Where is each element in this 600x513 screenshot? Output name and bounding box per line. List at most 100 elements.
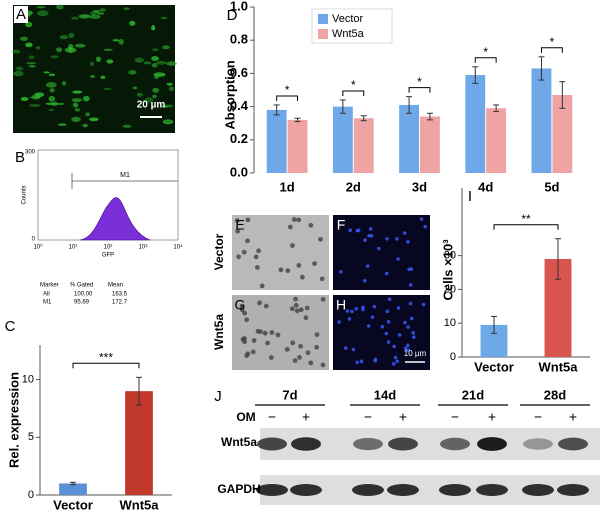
lane-sign: + bbox=[302, 409, 310, 425]
cell bbox=[45, 81, 57, 88]
significance-label: ** bbox=[521, 212, 531, 226]
cell bbox=[253, 254, 259, 260]
blot-band bbox=[256, 484, 288, 496]
cell bbox=[43, 71, 50, 74]
y-tick-label: 0.4 bbox=[230, 98, 249, 113]
cell bbox=[155, 60, 167, 65]
cell bbox=[406, 325, 410, 329]
y-axis-label: Cells ×10³ bbox=[440, 239, 455, 301]
cell bbox=[112, 39, 120, 42]
cell bbox=[71, 98, 82, 103]
cell bbox=[242, 310, 248, 316]
cell bbox=[239, 304, 245, 310]
x-tick-label: 1d bbox=[280, 179, 295, 194]
cell bbox=[423, 224, 428, 229]
cell bbox=[57, 123, 67, 126]
cell bbox=[152, 94, 157, 99]
panel-label: C bbox=[5, 318, 16, 335]
cell bbox=[366, 324, 371, 328]
y-tick-label: 0 bbox=[32, 237, 36, 243]
cell bbox=[278, 267, 284, 273]
cell bbox=[36, 5, 46, 9]
panel-label: D bbox=[227, 7, 238, 24]
blot-band bbox=[352, 484, 384, 496]
protein-label: Wnt5a bbox=[221, 435, 257, 449]
cell bbox=[312, 261, 317, 267]
significance-label: * bbox=[285, 83, 290, 97]
cell bbox=[421, 302, 426, 307]
cell bbox=[254, 265, 260, 270]
y-tick-label: 10 bbox=[22, 374, 34, 386]
cell bbox=[314, 332, 320, 337]
scale-bar-label: 10 µm bbox=[404, 349, 427, 358]
cell bbox=[359, 359, 364, 364]
y-axis-label: Counts bbox=[22, 185, 28, 204]
x-tick-label: 10⁴ bbox=[173, 244, 183, 251]
cell bbox=[293, 302, 299, 308]
cell bbox=[72, 102, 79, 108]
cell bbox=[406, 240, 410, 244]
cell bbox=[308, 222, 314, 228]
cell bbox=[89, 61, 94, 67]
cell bbox=[292, 358, 298, 363]
legend-swatch bbox=[318, 29, 328, 39]
micrograph bbox=[232, 295, 329, 370]
cell bbox=[89, 117, 99, 122]
cell bbox=[296, 217, 302, 223]
cell bbox=[348, 228, 353, 233]
cell bbox=[123, 7, 130, 10]
cell bbox=[59, 34, 68, 40]
y-tick-label: 5 bbox=[28, 431, 34, 443]
cell bbox=[143, 61, 152, 65]
cell bbox=[350, 309, 354, 314]
cell bbox=[314, 344, 320, 350]
cell bbox=[296, 263, 302, 268]
cell bbox=[122, 124, 132, 128]
table-cell: 172.7 bbox=[112, 300, 128, 306]
cell bbox=[262, 330, 268, 336]
cell bbox=[380, 324, 385, 329]
cell bbox=[265, 340, 270, 346]
table-header: Mean bbox=[108, 283, 123, 289]
cell bbox=[392, 344, 396, 349]
cell bbox=[74, 108, 81, 112]
cell bbox=[128, 70, 137, 75]
cell bbox=[241, 249, 247, 255]
gfp-histogram bbox=[79, 197, 151, 241]
cell bbox=[362, 279, 367, 283]
cell bbox=[384, 331, 389, 336]
x-tick-label: 10¹ bbox=[69, 245, 78, 251]
cell bbox=[168, 86, 175, 92]
cell bbox=[245, 217, 251, 223]
significance-label: * bbox=[483, 45, 488, 59]
cell bbox=[408, 301, 413, 306]
panel-label: B bbox=[15, 149, 25, 166]
cell bbox=[351, 347, 356, 352]
treatment-label: OM bbox=[236, 410, 255, 424]
bar bbox=[266, 109, 287, 173]
cell bbox=[152, 48, 159, 52]
bar bbox=[399, 104, 420, 173]
cell bbox=[391, 362, 396, 366]
lane-sign: − bbox=[268, 409, 276, 425]
cell bbox=[361, 307, 365, 312]
blot-band bbox=[476, 484, 508, 496]
cell bbox=[49, 88, 55, 93]
cell bbox=[31, 93, 41, 100]
cell bbox=[268, 355, 274, 360]
cell bbox=[298, 307, 304, 313]
cell bbox=[251, 338, 257, 343]
y-axis-label: Rel. expression bbox=[6, 372, 21, 468]
cell bbox=[166, 82, 173, 86]
blot-band bbox=[522, 484, 554, 496]
cell bbox=[354, 306, 359, 311]
significance-label: * bbox=[417, 75, 422, 89]
cell bbox=[396, 257, 400, 261]
lane-sign: − bbox=[451, 409, 459, 425]
cell bbox=[337, 320, 342, 324]
cell bbox=[45, 102, 56, 106]
x-tick-label: 10⁰ bbox=[33, 244, 43, 251]
cell bbox=[15, 66, 24, 71]
cell bbox=[72, 90, 83, 94]
